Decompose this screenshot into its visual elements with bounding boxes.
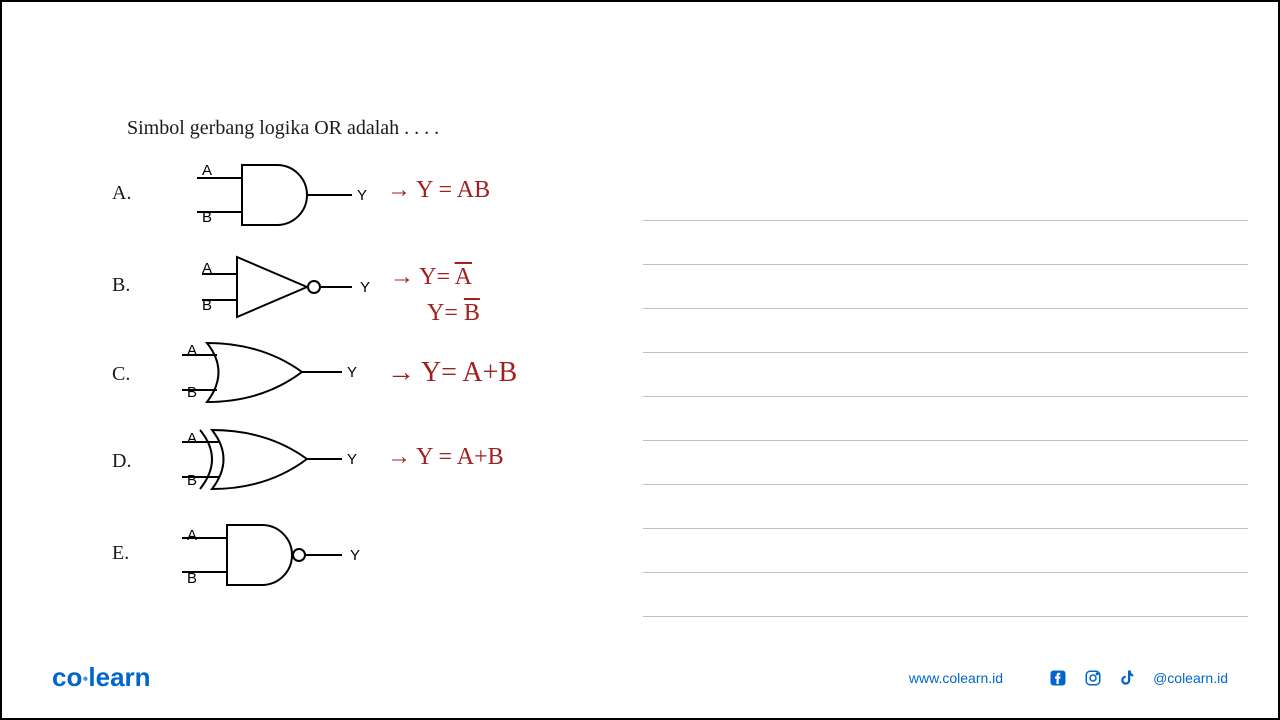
input-c-a: A [187, 342, 197, 359]
input-b-a: A [202, 260, 212, 277]
annotation-d: → Y = A+B [387, 444, 504, 471]
option-label-c: C. [112, 363, 162, 386]
brand-logo: co●learn [52, 662, 151, 693]
option-d: D. [112, 450, 162, 473]
note-line [643, 529, 1248, 573]
input-a-b: B [202, 209, 212, 226]
facebook-icon[interactable] [1048, 668, 1068, 688]
gate-or [182, 340, 367, 405]
output-e: Y [350, 547, 360, 564]
option-c: C. [112, 363, 162, 386]
gate-and [197, 160, 372, 230]
instagram-icon[interactable] [1083, 668, 1103, 688]
option-label-d: D. [112, 450, 162, 473]
note-line [643, 397, 1248, 441]
output-d: Y [347, 451, 357, 468]
option-label-b: B. [112, 274, 162, 297]
annotation-c: → Y= A+B [387, 357, 517, 389]
input-b-b: B [202, 297, 212, 314]
annotation-b: → Y= A [390, 264, 472, 291]
note-line [643, 441, 1248, 485]
option-e: E. [112, 542, 162, 565]
option-b: B. [112, 274, 162, 297]
input-e-b: B [187, 570, 197, 587]
output-c: Y [347, 364, 357, 381]
note-line [643, 177, 1248, 221]
note-line [643, 485, 1248, 529]
notes-area [643, 177, 1248, 617]
gate-nand [182, 520, 367, 590]
note-line [643, 573, 1248, 617]
option-a: A. [112, 182, 162, 205]
note-line [643, 221, 1248, 265]
note-line [643, 353, 1248, 397]
question-text: Simbol gerbang logika OR adalah . . . . [127, 117, 439, 140]
social-handle: @colearn.id [1153, 670, 1228, 686]
footer: co●learn www.colearn.id @colearn.id [2, 662, 1278, 693]
output-a: Y [357, 187, 367, 204]
input-d-b: B [187, 472, 197, 489]
input-d-a: A [187, 430, 197, 447]
gate-xor [182, 427, 367, 492]
option-label-e: E. [112, 542, 162, 565]
note-line [643, 309, 1248, 353]
output-b: Y [360, 279, 370, 296]
website-link[interactable]: www.colearn.id [909, 670, 1003, 686]
note-line [643, 265, 1248, 309]
annotation-b2: Y= B [427, 300, 480, 327]
input-a-a: A [202, 162, 212, 179]
footer-right: www.colearn.id @colearn.id [909, 668, 1228, 688]
input-e-a: A [187, 527, 197, 544]
annotation-a: → Y = AB [387, 177, 490, 204]
tiktok-icon[interactable] [1118, 668, 1138, 688]
input-c-b: B [187, 384, 197, 401]
option-label-a: A. [112, 182, 162, 205]
gate-not [197, 252, 372, 322]
